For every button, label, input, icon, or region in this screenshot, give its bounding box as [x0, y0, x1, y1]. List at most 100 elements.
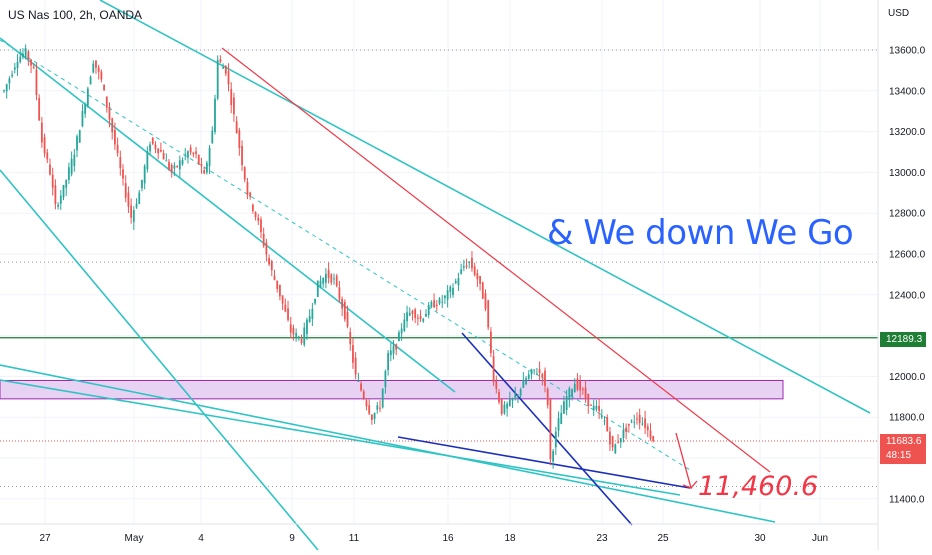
candle-body: [138, 192, 141, 205]
candle-body: [506, 403, 509, 409]
candle-body: [490, 331, 492, 353]
x-tick-label: May: [125, 533, 144, 544]
candle-body: [360, 383, 362, 391]
y-axis: 11400.011600.011800.012000.012200.012400…: [877, 0, 926, 550]
candle-body: [284, 304, 287, 312]
candle-body: [617, 441, 619, 443]
candle-body: [276, 280, 279, 289]
candle-body: [519, 389, 522, 396]
candle-body: [95, 60, 97, 68]
candle-body: [614, 444, 617, 454]
candle-body: [370, 414, 373, 420]
candle-body: [343, 301, 346, 320]
candle-body: [630, 420, 633, 422]
candle-body: [365, 400, 368, 407]
x-tick-label: 9: [289, 533, 295, 544]
candle-body: [116, 144, 119, 154]
candle-body: [425, 314, 427, 317]
candle-body: [243, 167, 246, 180]
candle-body: [292, 327, 295, 335]
candle-body: [646, 426, 649, 431]
candle-body: [230, 89, 233, 106]
candle-body: [143, 166, 146, 184]
candle-body: [24, 48, 27, 58]
candle-body: [460, 269, 463, 274]
candle-body: [146, 151, 149, 170]
last-price-tag: 11683.6 48:15: [880, 434, 926, 464]
candle-body: [187, 151, 189, 158]
candle-body: [398, 332, 400, 341]
candle-body: [554, 431, 557, 448]
y-tick-label: 11400.0: [889, 494, 925, 505]
candle-body: [13, 67, 16, 70]
candle-body: [32, 66, 35, 68]
level-price-tag: 12189.3: [880, 332, 926, 347]
candle-body: [68, 167, 70, 180]
candle-body: [111, 118, 114, 133]
headline-annotation[interactable]: & We down We Go: [547, 213, 854, 253]
candle-body: [544, 370, 546, 387]
candle-body: [322, 278, 325, 284]
channel-line-4: [0, 379, 681, 496]
candle-body: [195, 151, 197, 155]
drawings-layer: [0, 0, 871, 551]
candle-body: [124, 183, 127, 198]
candle-body: [476, 273, 479, 280]
x-tick-label: 30: [754, 533, 766, 544]
candle-body: [86, 88, 89, 106]
y-tick-label: 12400.0: [889, 290, 926, 301]
candle-body: [306, 319, 308, 335]
x-axis: 27 May 4 9 11 16 18 23 25 30 Jun: [0, 523, 878, 544]
candle-body: [154, 144, 157, 149]
candle-body: [592, 405, 595, 411]
candle-body: [435, 304, 438, 307]
y-tick-label: 13200.0: [889, 127, 926, 138]
candle-body: [57, 204, 59, 207]
candle-body: [108, 106, 111, 120]
horizontal-lines: [0, 337, 878, 442]
candle-body: [419, 316, 422, 320]
candle-body: [444, 295, 446, 298]
wedge-upper-line: [461, 332, 633, 526]
x-tick-label: 16: [442, 533, 454, 544]
candle-body: [114, 129, 116, 145]
support-zone: [0, 379, 784, 400]
candle-body: [468, 261, 471, 263]
candle-body: [584, 387, 587, 399]
support-zone-layer: [0, 379, 784, 400]
candle-body: [522, 379, 525, 388]
candle-body: [514, 394, 517, 398]
candle-body: [641, 423, 644, 425]
candle-body: [481, 282, 484, 299]
candle-body: [649, 430, 652, 439]
candle-body: [35, 69, 38, 96]
candle-body: [89, 76, 92, 85]
candle-body: [46, 152, 49, 160]
target-price-annotation[interactable]: 11,460.6: [698, 471, 819, 502]
candle-body: [517, 394, 519, 396]
candle-body: [11, 74, 14, 77]
candle-body: [141, 179, 143, 189]
candle-body: [357, 380, 360, 382]
candle-body: [557, 418, 560, 431]
candle-body: [595, 405, 598, 410]
candle-body: [319, 280, 322, 288]
candle-body: [603, 420, 606, 422]
candle-body: [362, 391, 365, 399]
candle-body: [81, 111, 84, 127]
candle-body: [563, 401, 565, 414]
candle-body: [281, 295, 284, 304]
candle-body: [376, 405, 379, 410]
x-tick-label: 4: [198, 533, 204, 544]
x-tick-label: 23: [596, 533, 608, 544]
candle-body: [462, 266, 465, 268]
candle-body: [43, 137, 46, 154]
candle-body: [633, 421, 636, 423]
candle-body: [430, 301, 433, 307]
candle-body: [525, 378, 527, 385]
candle-body: [257, 217, 260, 221]
candle-body: [457, 278, 460, 286]
candle-body: [368, 405, 371, 414]
